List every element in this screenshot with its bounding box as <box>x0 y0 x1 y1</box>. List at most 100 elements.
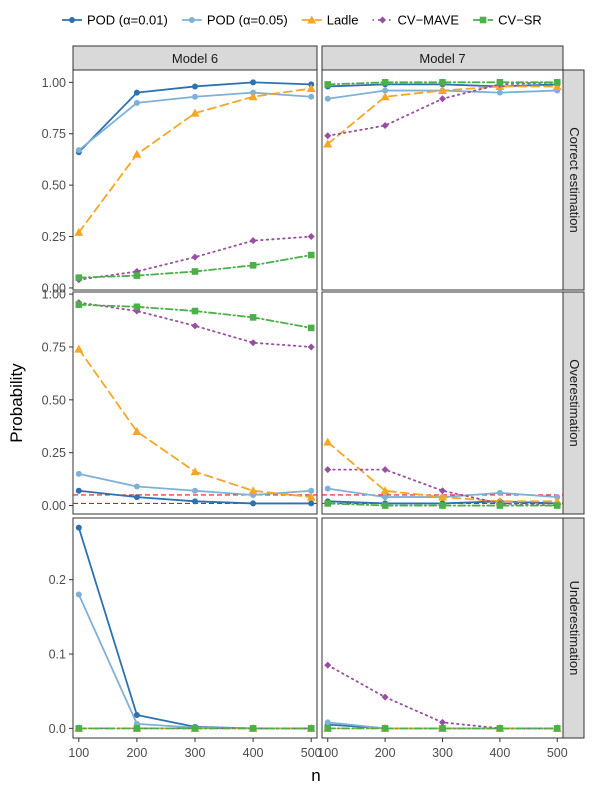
row-strip-correct-estimation: Correct estimation 0.00 0.25 0.50 0.75 1.00 <box>42 69 585 295</box>
data-point <box>382 87 389 94</box>
data-point <box>75 487 82 494</box>
series-cv-sr <box>324 500 561 509</box>
y-tick-label: 0.00 <box>42 499 66 513</box>
series-cv-sr <box>324 79 561 88</box>
panel-background <box>72 517 318 739</box>
y-tick-label: 0.75 <box>42 340 66 354</box>
panel-model-7-correct-estimation <box>321 69 564 291</box>
legend-item-pod-0-01: POD (α=0.01) <box>62 13 168 28</box>
data-point <box>306 492 316 501</box>
data-point <box>192 498 198 505</box>
legend-key-marker <box>479 16 487 24</box>
legend-item-pod-0-05: POD (α=0.05) <box>181 13 288 28</box>
data-point <box>496 725 504 732</box>
data-point <box>133 483 140 490</box>
data-point <box>381 693 389 701</box>
data-point <box>75 470 82 477</box>
data-point <box>323 139 333 148</box>
series-line <box>77 301 313 348</box>
legend-label: CV−SR <box>498 13 542 28</box>
legend-item-cv-mave: CV−MAVE <box>372 13 460 28</box>
data-point <box>324 81 332 88</box>
data-point <box>381 466 389 474</box>
data-point <box>307 251 315 259</box>
data-point <box>75 301 83 308</box>
data-point <box>439 79 446 86</box>
data-point <box>439 95 446 103</box>
data-point <box>307 324 315 332</box>
data-point <box>191 268 199 275</box>
row-strip-overestimation: Overestimation 0.00 0.25 0.50 0.75 1.00 <box>42 288 585 515</box>
data-point <box>250 500 257 507</box>
data-point <box>192 487 198 494</box>
data-point <box>249 339 257 347</box>
panel-model-6-correct-estimation <box>72 69 318 291</box>
data-point <box>439 725 446 732</box>
x-axis-title: n <box>311 766 320 785</box>
data-point <box>191 322 199 330</box>
data-point <box>133 89 140 96</box>
data-point <box>192 93 198 100</box>
data-point <box>438 492 447 501</box>
x-tick-label: 300 <box>432 746 453 760</box>
data-point <box>553 725 561 732</box>
panel-background <box>321 291 564 515</box>
legend-key-marker <box>188 17 195 23</box>
data-point <box>439 487 446 495</box>
data-point <box>323 437 333 446</box>
strip-background <box>72 45 318 71</box>
panel-background <box>321 517 564 739</box>
data-point <box>307 725 315 732</box>
data-point <box>381 79 389 86</box>
legend-item-ladle: Ladle <box>301 13 359 28</box>
column-strip-model-7: Model 7 <box>321 45 564 71</box>
series-cv-sr <box>75 725 315 732</box>
x-tick-label: 300 <box>185 746 206 760</box>
data-point <box>553 79 561 86</box>
data-point <box>324 725 332 732</box>
panel-background <box>72 69 318 291</box>
data-point <box>249 237 257 245</box>
data-point <box>190 108 200 117</box>
data-point <box>133 725 141 732</box>
column-strip-model-6: Model 6 <box>72 45 318 71</box>
column-strip-label: Model 6 <box>172 51 218 66</box>
data-point <box>438 86 447 95</box>
y-tick-label: 1.00 <box>42 76 66 90</box>
data-point <box>248 486 258 495</box>
y-tick-label: 1.00 <box>42 288 66 302</box>
data-point <box>381 122 389 130</box>
data-point <box>191 253 199 261</box>
panel-background <box>321 69 564 291</box>
legend-key-marker <box>379 16 387 24</box>
data-point <box>496 79 504 86</box>
y-axis-title: Probability <box>7 363 26 443</box>
data-point <box>132 427 142 436</box>
data-point <box>249 314 257 321</box>
data-point <box>74 344 84 353</box>
data-point <box>75 591 82 598</box>
series-ladle <box>74 84 316 236</box>
legend-label: POD (α=0.01) <box>87 13 168 28</box>
data-point <box>307 233 315 241</box>
series-cv-sr <box>75 251 315 281</box>
series-line <box>77 235 313 281</box>
data-point <box>380 92 390 101</box>
data-point <box>553 502 561 509</box>
data-point <box>133 303 141 311</box>
series-ladle <box>74 344 316 501</box>
legend: POD (α=0.01) POD (α=0.05) Ladle CV−MAVE CV−S… <box>62 13 542 28</box>
data-point <box>308 500 315 507</box>
data-point <box>307 343 315 351</box>
data-point <box>496 502 504 509</box>
panel-grid: Model 6 Model 7 Correct estimation0.000.25… <box>42 45 585 760</box>
row-strip-underestimation: Underestimation 0.0 0.1 0.2 <box>49 517 585 739</box>
legend-label: CV−MAVE <box>398 13 460 28</box>
data-point <box>248 92 258 101</box>
series-cv-sr <box>324 725 561 732</box>
data-point <box>324 719 331 726</box>
column-strip-label: Model 7 <box>419 51 465 66</box>
data-point <box>249 725 257 732</box>
data-point <box>380 486 390 495</box>
data-point <box>75 147 82 154</box>
